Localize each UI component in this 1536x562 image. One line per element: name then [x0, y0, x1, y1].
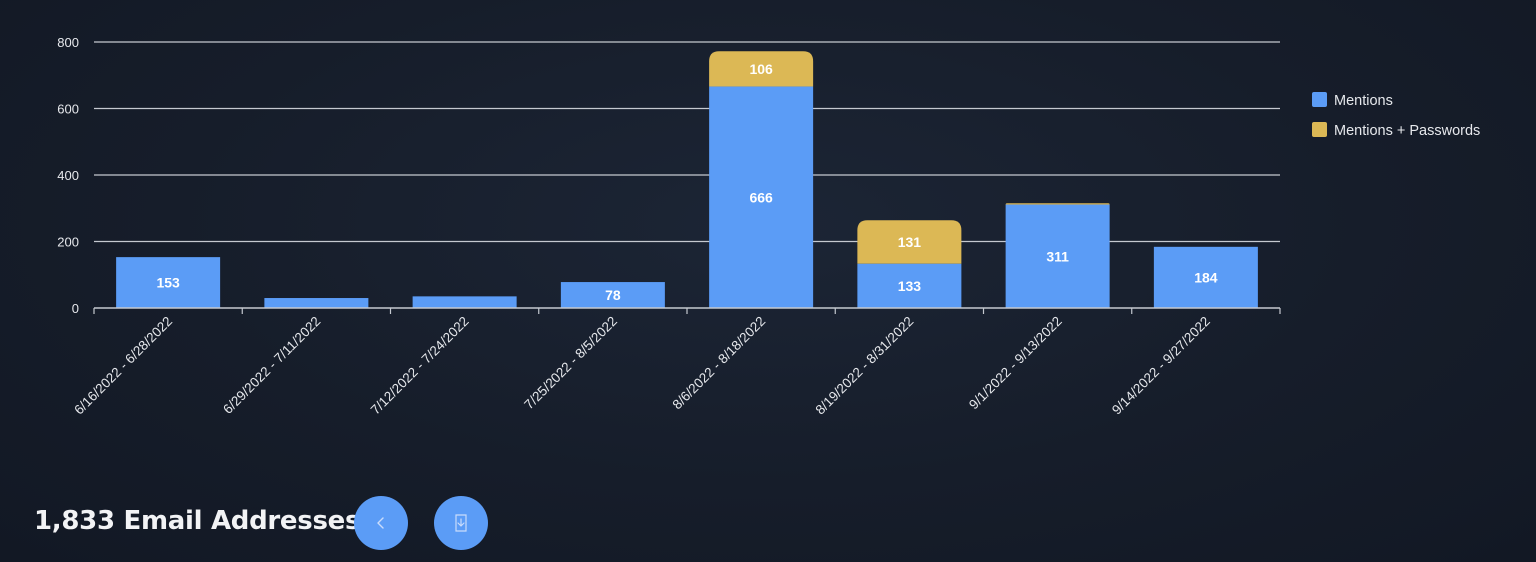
bar-value-label: 153 [156, 275, 180, 291]
legend-label: Mentions [1334, 93, 1393, 109]
x-tick-label: 6/29/2022 - 7/11/2022 [220, 314, 323, 417]
x-tick-label: 8/6/2022 - 8/18/2022 [670, 314, 769, 413]
bar-mentions [1153, 246, 1258, 308]
y-tick-label: 600 [57, 102, 79, 117]
x-tick-label: 8/19/2022 - 8/31/2022 [812, 314, 916, 418]
y-tick-label: 200 [57, 235, 79, 250]
bar-mentions [264, 298, 369, 308]
y-tick-label: 400 [57, 168, 79, 183]
bar-mentions [857, 263, 962, 308]
bar-mentions [1005, 204, 1110, 308]
x-axis [93, 307, 1281, 314]
x-tick-label: 7/25/2022 - 8/5/2022 [521, 314, 620, 413]
email-count-title: 1,833 Email Addresses [34, 506, 361, 536]
download-button[interactable] [434, 496, 488, 550]
legend-label: Mentions + Passwords [1334, 123, 1480, 139]
bar-mentions [412, 296, 517, 308]
download-icon [455, 514, 467, 532]
y-tick-label: 0 [72, 301, 79, 316]
x-tick-label: 6/16/2022 - 6/28/2022 [71, 314, 175, 418]
bar-chart: 0 200 400 600 800 153 78 106 666 131 133 311 184 6/… [57, 35, 1480, 418]
legend-swatch [1312, 122, 1327, 137]
bar-mentions-passwords [857, 220, 962, 264]
bar-mentions [709, 86, 814, 309]
bar-value-label: 666 [749, 189, 773, 205]
bar-mentions [116, 257, 221, 308]
bar-mentions-passwords [1005, 203, 1110, 205]
bars [116, 51, 1258, 309]
bar-value-label: 184 [1194, 269, 1218, 285]
bar-labels: 153 78 106 666 131 133 311 184 [156, 61, 1217, 303]
x-tick-label: 9/14/2022 - 9/27/2022 [1109, 314, 1213, 418]
chevron-left-icon [377, 517, 384, 529]
bar-value-label: 311 [1046, 248, 1069, 264]
bar-value-label: 133 [898, 278, 922, 294]
bar-value-label: 106 [749, 61, 773, 77]
x-tick-label: 7/12/2022 - 7/24/2022 [368, 314, 472, 418]
legend: Mentions Mentions + Passwords [1312, 92, 1480, 139]
bar-value-label: 131 [898, 234, 922, 250]
bar-mentions [560, 282, 665, 308]
x-tick-label: 9/1/2022 - 9/13/2022 [966, 314, 1065, 413]
y-tick-label: 800 [57, 35, 79, 50]
back-button[interactable] [354, 496, 408, 550]
legend-swatch [1312, 92, 1327, 107]
bar-mentions-passwords [709, 51, 814, 87]
bar-value-label: 78 [605, 287, 621, 303]
y-axis-ticks: 0 200 400 600 800 [57, 35, 79, 316]
x-axis-ticks: 6/16/2022 - 6/28/2022 6/29/2022 - 7/11/20… [71, 314, 1213, 418]
